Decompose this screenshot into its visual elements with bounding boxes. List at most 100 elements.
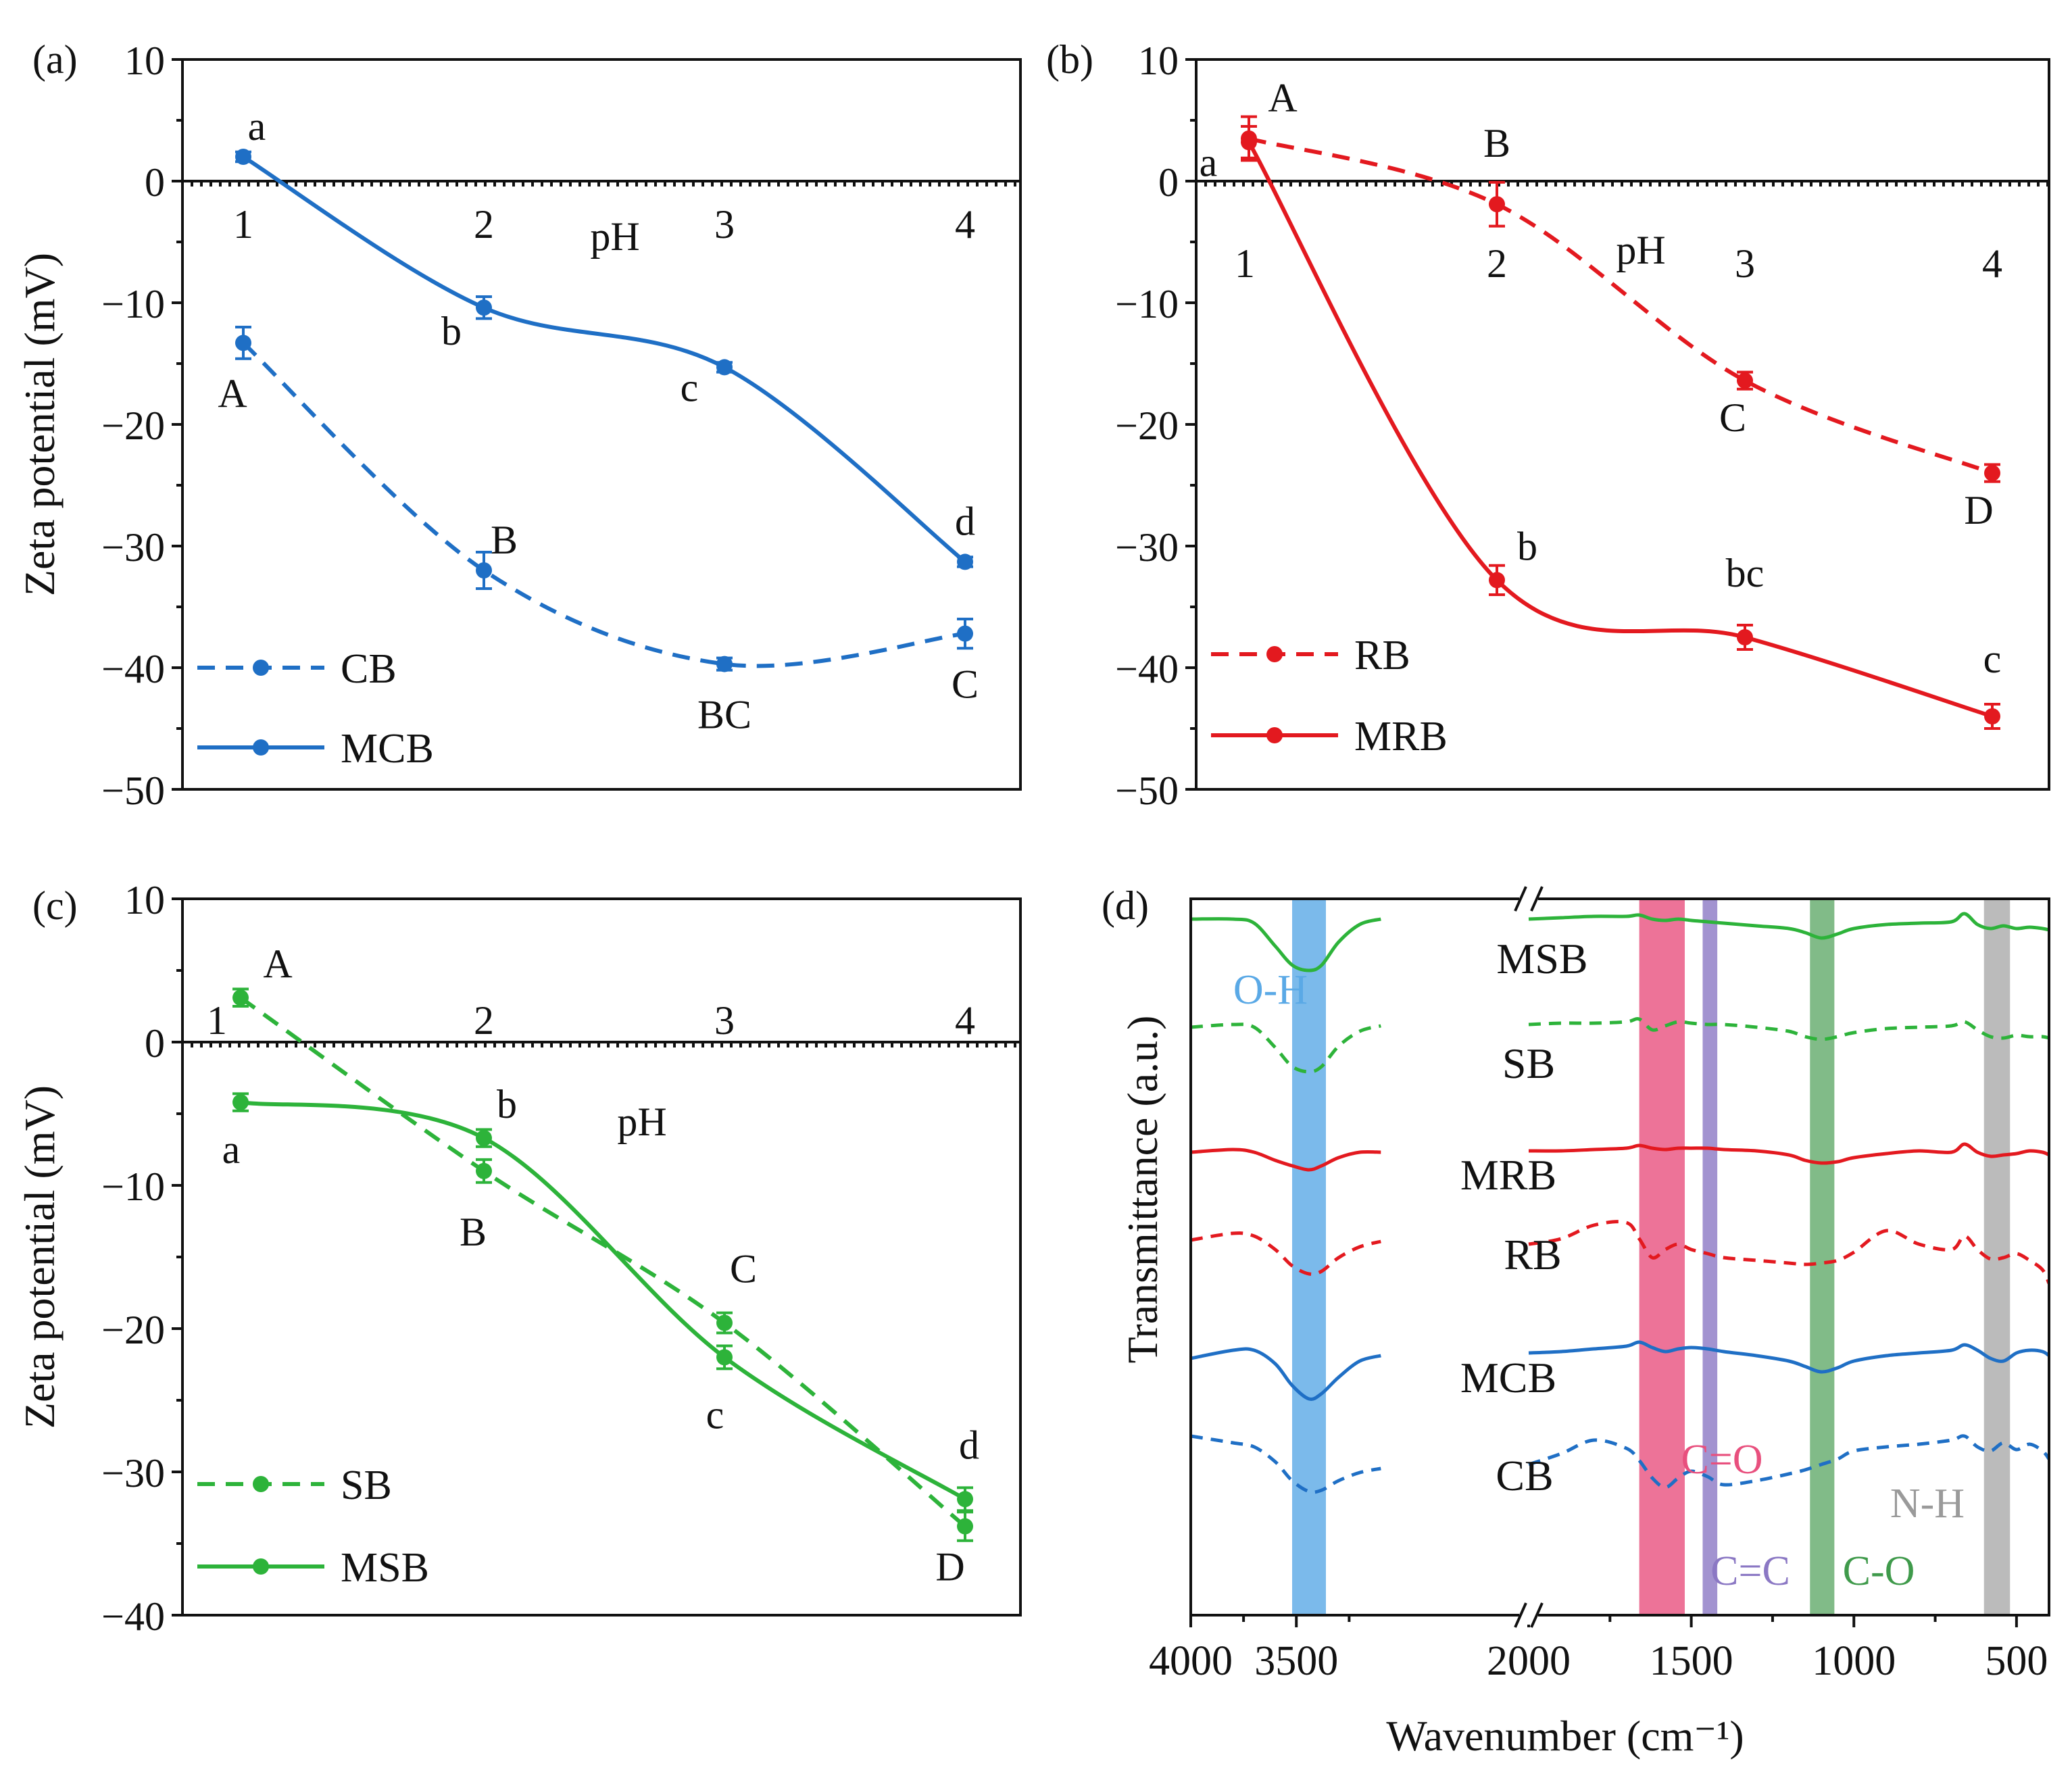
panel-b-point-mrb	[1737, 629, 1753, 645]
panel-b-legend-label: MRB	[1354, 714, 1448, 760]
panel-b-label: (b)	[1046, 37, 1093, 82]
panel-a-x-axis-label: pH	[590, 214, 639, 259]
panel-b-x-ticks: 1 2 3 4	[1235, 241, 2002, 286]
panel-c-y-axis-label: Zeta potential (mV)	[16, 1085, 64, 1429]
panel-a-significance-letter: c	[681, 365, 699, 410]
panel-b-series-mrb-line	[1247, 141, 1993, 718]
panel-b-y-tick-label: −30	[1115, 525, 1179, 570]
panel-c-marks: A B C Da b c d	[222, 941, 979, 1589]
panel-c-point-sb	[476, 1162, 492, 1179]
panel-c-x-tick-label: 4	[955, 998, 975, 1043]
panel-a-point-cb	[235, 335, 251, 351]
panel-a-x-tick-label: 2	[474, 202, 494, 247]
panel-a-legend-marker	[253, 739, 269, 756]
panel-d-spectrum-label: MRB	[1460, 1151, 1556, 1199]
panel-d-axis-break	[1514, 886, 1544, 1628]
panel-b-y-tick-label: 0	[1158, 160, 1179, 205]
panel-a-y-tick-label: −20	[101, 403, 165, 448]
panel-c-series-msb-line	[240, 1100, 966, 1501]
panel-c-significance-letter: D	[935, 1545, 964, 1589]
panel-b-y-tick-label: 10	[1138, 39, 1179, 83]
panel-a-legend: CB MCB	[197, 646, 434, 772]
panel-d-axis-break-mark	[1530, 886, 1544, 912]
panel-b-frame	[1195, 58, 2050, 791]
panel-d-spectrum-mcb-left	[1191, 1347, 1381, 1401]
panel-a-significance-letter: a	[248, 104, 266, 149]
panel-d-band-c-o	[1810, 899, 1835, 1615]
panel-c-y-tick-label: −10	[101, 1164, 165, 1209]
panel-d-marks: MSB SB MRB RB MCB CB O-H C=O C=C C-O N-H	[1233, 935, 1965, 1594]
panel-b-significance-letter: C	[1719, 395, 1746, 440]
panel-d-band-label: C-O	[1843, 1548, 1915, 1594]
panel-d-y-axis-label: Transmittance (a.u.)	[1118, 1016, 1166, 1364]
panel-d-x-tick-label: 1000	[1812, 1638, 1896, 1684]
panel-d-x-tick-label: 500	[1985, 1638, 2048, 1684]
panel-a-significance-letter: C	[952, 662, 979, 707]
panel-b-x-tick-label: 4	[1982, 241, 2002, 286]
panel-d-spectrum-msb-right	[1528, 912, 2049, 940]
panel-a-y-tick-label: −40	[101, 647, 165, 691]
panel-b-significance-letter: a	[1200, 140, 1218, 184]
panel-c-significance-letter: a	[222, 1127, 241, 1172]
panel-c-point-sb	[716, 1314, 733, 1331]
panel-a-significance-letter: d	[955, 499, 975, 543]
panel-a-y-tick-label: −30	[101, 525, 165, 570]
panel-a-point-mcb	[957, 553, 973, 570]
panel-d: (d) MSB SB MRB RB MCB CB O-H C=O C=C C-O N-H 4000 3…	[1102, 883, 2050, 1760]
panel-d-spectrum-mcb-right	[1528, 1340, 2049, 1374]
panel-b-marks: A B C Da b bc c	[1200, 76, 2001, 730]
panel-a-point-cb	[716, 656, 733, 672]
panel-c-legend-label: MSB	[341, 1545, 429, 1591]
panel-d-axis-break-mark	[1514, 1602, 1527, 1628]
panel-b-significance-letter: b	[1517, 524, 1537, 568]
panel-c-y-tick-label: −40	[101, 1594, 165, 1639]
panel-c-y-tick-label: 0	[145, 1021, 165, 1066]
panel-c-frame	[181, 897, 1022, 1617]
panel-b-x-tick-label: 3	[1735, 241, 1755, 286]
panel-c-x-tick-label: 3	[714, 998, 735, 1043]
panel-d-bands	[1292, 899, 2011, 1615]
panel-a-x-tick-label: 1	[233, 202, 253, 247]
panel-c-point-msb	[232, 1094, 249, 1111]
panel-b-series-rb-line	[1248, 137, 1994, 475]
panel-a: (a) 10 0 −10 −20 −30 −40 −50 Zeta potential (m…	[16, 37, 1022, 813]
panel-c-legend: SB MSB	[197, 1462, 429, 1591]
panel-d-spectrum-sb-right	[1528, 1017, 2049, 1041]
panel-a-point-mcb	[476, 299, 492, 316]
panel-a-label: (a)	[32, 37, 78, 82]
panel-d-x-tick-label: 4000	[1149, 1638, 1233, 1684]
panel-c-series-sb-line	[239, 995, 966, 1528]
panel-d-band-c=o	[1639, 899, 1685, 1615]
panel-c-x-tick-label: 2	[474, 998, 494, 1043]
panel-d-band-label: C=O	[1681, 1437, 1762, 1483]
panel-d-x-tick-label: 3500	[1254, 1638, 1338, 1684]
panel-a-series-cb-line	[241, 341, 966, 668]
panel-c-point-sb	[232, 989, 249, 1006]
panel-b-y-tick-label: −50	[1115, 768, 1179, 813]
panel-d-band-label: O-H	[1233, 967, 1308, 1013]
panel-a-marks: A B BC Ca b c d	[218, 104, 979, 737]
panel-b-significance-letter: bc	[1726, 551, 1765, 595]
panel-d-spectrum-rb-right	[1528, 1220, 2049, 1285]
panel-b: (b) 10 0 −10 −20 −30 −40 −50 pH 1 2 3 4 A B C Da b bc c…	[1046, 37, 2050, 813]
panel-c-y-tick-label: 10	[124, 878, 165, 922]
panel-b-y-tick-label: −40	[1115, 647, 1179, 691]
panel-b-legend-marker	[1266, 727, 1283, 743]
panel-d-spectrum-label: MCB	[1460, 1354, 1556, 1402]
panel-a-point-mcb	[235, 149, 251, 165]
panel-c-legend-marker	[253, 1558, 269, 1575]
panel-c-point-sb	[957, 1518, 973, 1535]
panel-a-point-mcb	[716, 359, 733, 376]
panel-d-spectrum-label: MSB	[1496, 935, 1587, 983]
panel-c-y-tick-label: −20	[101, 1308, 165, 1352]
panel-d-spectrum-cb-left	[1191, 1434, 1381, 1494]
panel-c-x-ticks: 1 2 3 4	[207, 998, 975, 1043]
panel-a-significance-letter: A	[218, 371, 247, 416]
panel-c-significance-letter: b	[497, 1082, 517, 1127]
panel-c-x-axis-label: pH	[617, 1100, 666, 1144]
panel-b-point-mrb	[1489, 572, 1505, 589]
panel-c-legend-label: SB	[341, 1462, 392, 1508]
panel-a-significance-letter: B	[491, 518, 518, 562]
panel-d-x-tick-label: 2000	[1487, 1638, 1571, 1684]
panel-a-y-ticks: 10 0 −10 −20 −30 −40 −50	[101, 39, 1020, 813]
